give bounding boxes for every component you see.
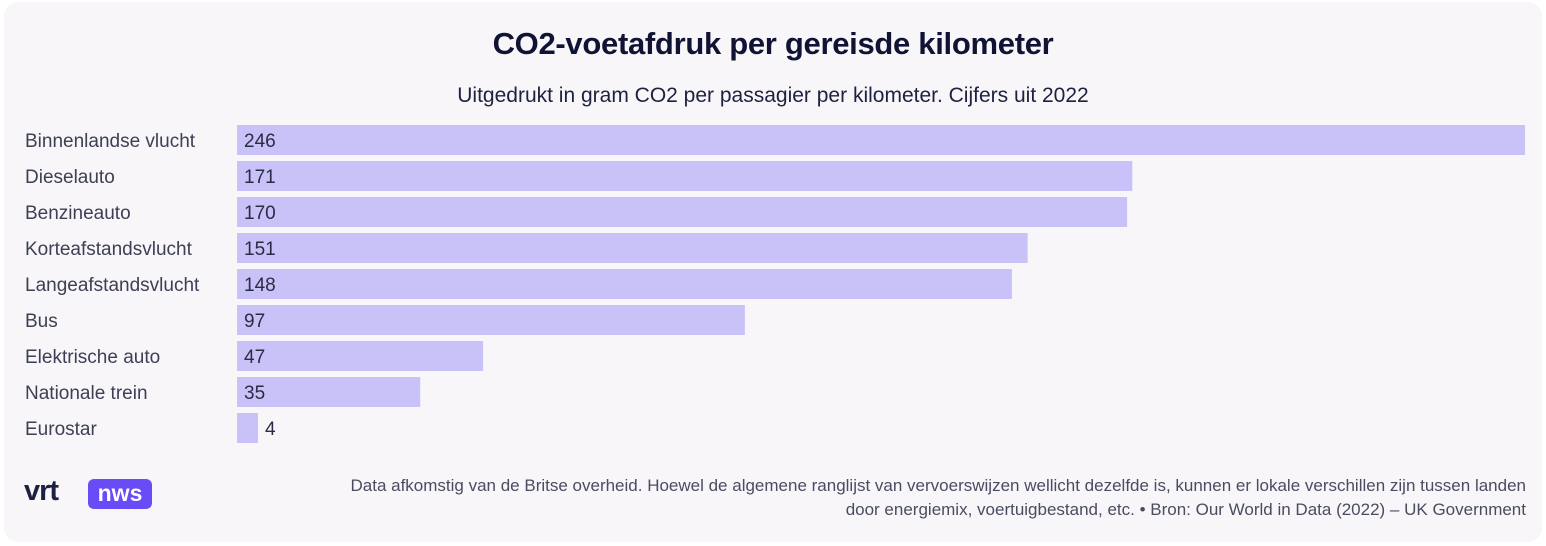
value-label: 246 (244, 131, 276, 152)
category-label: Benzineauto (25, 203, 131, 224)
value-label: 171 (244, 167, 276, 188)
bar (237, 341, 484, 371)
category-label: Langeafstandsvlucht (25, 275, 200, 296)
bar (237, 377, 421, 407)
value-label: 148 (244, 275, 276, 296)
bar (237, 269, 1012, 299)
value-label: 151 (244, 239, 276, 260)
category-label: Binnenlandse vlucht (25, 131, 196, 152)
category-label: Dieselauto (25, 167, 115, 188)
value-label: 35 (244, 383, 265, 404)
bar (237, 197, 1128, 227)
category-label: Korteafstandsvlucht (25, 239, 193, 260)
bar (237, 305, 745, 335)
value-label: 4 (265, 419, 276, 440)
footnote-line-2: door energiemix, voertuigbestand, etc. •… (845, 500, 1526, 519)
source-footnote: Data afkomstig van de Britse overheid. H… (146, 474, 1526, 522)
category-label: Elektrische auto (25, 347, 160, 368)
bar (237, 125, 1525, 155)
value-label: 47 (244, 347, 265, 368)
bar (237, 161, 1133, 191)
category-label: Nationale trein (25, 383, 148, 404)
category-label: Eurostar (25, 419, 97, 440)
logo-vrt-text: vrt (24, 475, 59, 507)
footnote-line-1: Data afkomstig van de Britse overheid. H… (350, 476, 1526, 495)
category-label: Bus (25, 311, 58, 332)
value-label: 97 (244, 311, 265, 332)
chart-subtitle: Uitgedrukt in gram CO2 per passagier per… (457, 84, 1089, 107)
bar (237, 233, 1028, 263)
bar (237, 413, 258, 443)
chart-title: CO2-voetafdruk per gereisde kilometer (492, 26, 1054, 61)
logo-nws-badge: nws (88, 479, 152, 509)
value-label: 170 (244, 203, 276, 224)
